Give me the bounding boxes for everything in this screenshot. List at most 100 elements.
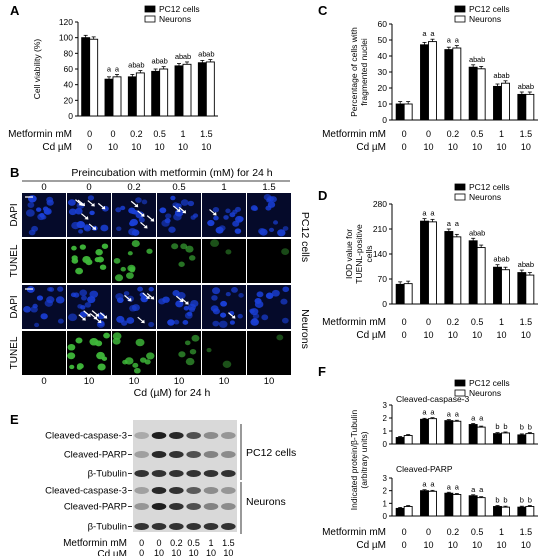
chart-c-legend-label-pc12: PC12 cells [469, 4, 510, 14]
panel-b-metformin-value: 1.5 [262, 182, 275, 193]
chart-d-sig-label: ab [477, 228, 485, 237]
panel-e-group-label-neurons: Neurons [246, 496, 286, 508]
chart-c-ytick-label: 40 [378, 51, 388, 61]
chart-c-bar-neurons [452, 47, 462, 121]
panel-b-arrowhead [90, 203, 95, 207]
chart-c-sig-label: a [447, 36, 452, 45]
panel-e-cd-value: 10 [206, 548, 216, 556]
tunel-nucleus [67, 343, 76, 351]
panel-e-protein-label: Cleaved-caspase-3 [45, 431, 127, 442]
tunel-nucleus [97, 363, 106, 371]
chart-f1-bar-neurons [501, 432, 510, 445]
chart-c-ytick-label: 60 [378, 19, 388, 29]
dapi-nucleus [131, 304, 140, 311]
panel-e-band [186, 503, 201, 510]
chart-c-metformin-value: 0 [426, 129, 431, 139]
chart-d-ytick-label: 210 [373, 224, 387, 234]
dapi-nucleus [77, 304, 83, 309]
panel-b-arrowhead [127, 297, 132, 302]
chart-c-ytick-label: 50 [378, 35, 388, 45]
tunel-nucleus [127, 251, 133, 256]
tunel-nucleus [146, 352, 155, 360]
dapi-nucleus [135, 197, 142, 203]
chart-f-metformin-row-label: Metformin mM [322, 527, 386, 538]
chart-a-metformin-value: 0 [87, 129, 92, 139]
dapi-nucleus [280, 298, 288, 305]
chart-f1-sig-label: b [528, 423, 532, 432]
chart-d-legend-swatch-neurons [454, 193, 466, 201]
tunel-nucleus [67, 352, 76, 360]
panel-b-arrowhead [184, 301, 189, 305]
dapi-nucleus [120, 320, 128, 326]
chart-a-cd-value: 10 [108, 142, 118, 152]
chart-f-cd-value: 0 [402, 540, 407, 550]
dapi-nucleus [165, 213, 172, 219]
tunel-nucleus [71, 258, 79, 264]
dapi-nucleus [182, 320, 189, 325]
dapi-nucleus [89, 210, 95, 216]
chart-c-cd-value: 10 [472, 142, 482, 152]
chart-f-cd-value: 10 [423, 540, 433, 550]
chart-a-legend-label-pc12: PC12 cells [159, 4, 200, 14]
chart-a-sig-label: ab [198, 50, 206, 59]
dapi-nucleus [68, 208, 77, 216]
tunel-nucleus [146, 248, 153, 254]
tunel-nucleus [276, 334, 284, 341]
chart-f1-bar-neurons [403, 435, 413, 445]
chart-f1-ytick-label: 3 [383, 401, 388, 410]
chart-c-ylabel-line: fragmented nuclei [359, 38, 369, 106]
panel-e-band [186, 451, 201, 458]
panel-e-cd-value: 10 [154, 548, 164, 556]
tunel-nucleus [188, 255, 196, 261]
chart-f-metformin-value: 1.5 [520, 527, 533, 537]
chart-a-cd-value: 10 [131, 142, 141, 152]
chart-c-bar-pc12 [444, 49, 454, 121]
chart-f2-ytick-label: 0 [383, 512, 388, 521]
dapi-nucleus [43, 208, 52, 215]
chart-c-legend-swatch-pc12 [454, 5, 466, 13]
dapi-nucleus [80, 295, 87, 301]
panel-b-stain-label: TUNEL [9, 336, 20, 369]
dapi-nucleus [79, 289, 88, 297]
chart-f2-bar-pc12 [395, 507, 405, 517]
chart-f-metformin-value: 0 [402, 527, 407, 537]
chart-a-sig-label: ab [183, 52, 191, 61]
panel-e-blot-membrane [133, 420, 237, 532]
chart-c-bar-neurons [501, 82, 510, 121]
panel-b-stain-label: TUNEL [9, 244, 20, 277]
panel-b-arrowhead [81, 317, 86, 321]
panel-e-metformin-row-label: Metformin mM [63, 538, 127, 549]
tunel-nucleus [206, 347, 212, 353]
dapi-nucleus [115, 207, 122, 213]
chart-c-ytick-label: 30 [378, 67, 388, 77]
chart-f1-sig-label: a [422, 408, 427, 417]
chart-a-legend-swatch-pc12 [144, 5, 156, 13]
dapi-nucleus [25, 209, 35, 217]
chart-a-sig-label: a [107, 64, 112, 73]
chart-f-cd-value: 10 [448, 540, 458, 550]
tunel-nucleus [225, 249, 232, 255]
panel-e-cd-row-label: Cd µM [97, 549, 127, 556]
chart-f-metformin-value: 1 [499, 527, 504, 537]
chart-a-sig-label: ab [159, 57, 167, 66]
dapi-nucleus [40, 313, 48, 320]
panel-e-band [221, 470, 236, 477]
dapi-nucleus [261, 314, 269, 321]
chart-d-bar-neurons [428, 221, 437, 305]
panel-e-cd-value: 10 [171, 548, 181, 556]
dapi-nucleus [116, 226, 122, 231]
dapi-nucleus [48, 287, 55, 292]
chart-c-sig-label: ab [501, 71, 509, 80]
dapi-nucleus [184, 312, 193, 319]
chart-c-bar-pc12 [395, 103, 405, 121]
chart-c-sig-label: ab [477, 55, 485, 64]
dapi-nucleus [32, 303, 38, 309]
panel-e-protein-label: β-Tubulin [88, 522, 127, 533]
panel-b-cd-value: 0 [41, 376, 46, 387]
panel-b-arrowhead [78, 202, 83, 206]
dapi-nucleus [168, 226, 176, 233]
chart-d-ytick-label: 70 [378, 274, 388, 284]
chart-a-sig-label: ab [136, 61, 144, 70]
dapi-nucleus [187, 200, 195, 207]
dapi-nucleus [234, 206, 241, 212]
